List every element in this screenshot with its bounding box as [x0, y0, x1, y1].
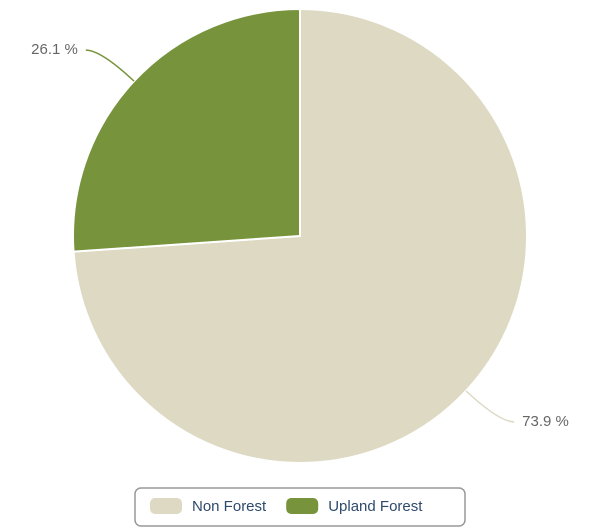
legend-swatch	[286, 498, 319, 514]
pie	[72, 7, 528, 464]
legend: Non Forest Upland Forest	[150, 498, 423, 515]
legend-label: Non Forest	[192, 498, 267, 515]
pie-slice	[72, 7, 301, 253]
data-label: 26.1 %	[31, 41, 78, 58]
label-line	[465, 390, 515, 423]
legend-label: Upland Forest	[328, 498, 423, 515]
legend-swatch	[150, 498, 182, 514]
label-line	[85, 49, 135, 82]
data-labels: 73.9 % 26.1 %	[31, 41, 569, 430]
data-label: 73.9 %	[522, 413, 569, 430]
